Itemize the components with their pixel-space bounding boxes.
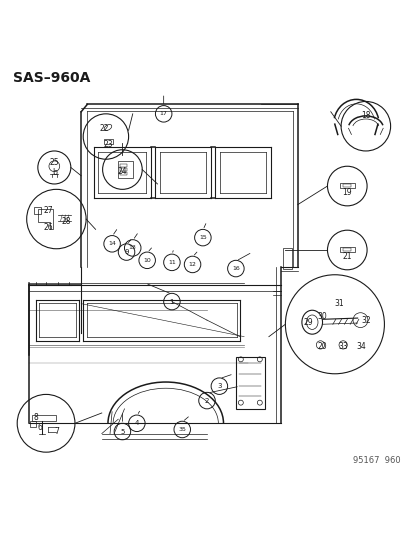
Text: 6: 6 <box>37 423 42 432</box>
Text: 18: 18 <box>360 111 370 120</box>
Text: 24: 24 <box>117 167 127 176</box>
Text: 8: 8 <box>33 413 38 422</box>
Text: 2: 2 <box>204 398 209 403</box>
Text: 16: 16 <box>231 266 239 271</box>
Text: 19: 19 <box>342 188 351 197</box>
Text: 23: 23 <box>103 140 112 149</box>
Text: 9: 9 <box>124 249 128 255</box>
Text: 29: 29 <box>303 318 312 327</box>
Text: 32: 32 <box>360 316 370 325</box>
Text: 7: 7 <box>54 427 59 436</box>
Text: 21: 21 <box>342 252 351 261</box>
Text: 30: 30 <box>317 311 327 320</box>
Text: 15: 15 <box>199 235 206 240</box>
Text: 31: 31 <box>333 299 343 308</box>
Text: 27: 27 <box>43 206 53 215</box>
Text: 5: 5 <box>120 429 124 434</box>
Text: 10: 10 <box>143 258 151 263</box>
Text: 3: 3 <box>216 383 221 389</box>
Text: 13: 13 <box>128 245 136 251</box>
Text: 26: 26 <box>43 223 53 232</box>
Text: 95167  960: 95167 960 <box>352 456 400 465</box>
Text: SAS–960A: SAS–960A <box>13 70 90 85</box>
Text: 25: 25 <box>50 158 59 167</box>
Text: 4: 4 <box>134 421 139 426</box>
Text: 11: 11 <box>168 260 176 265</box>
Text: 14: 14 <box>108 241 116 246</box>
Text: 12: 12 <box>188 262 196 267</box>
Text: 22: 22 <box>99 124 108 133</box>
Text: 34: 34 <box>356 343 366 351</box>
Text: 33: 33 <box>337 343 347 351</box>
Text: b: b <box>52 168 57 177</box>
Text: 1: 1 <box>169 298 174 304</box>
Text: 17: 17 <box>159 111 167 116</box>
Text: 35: 35 <box>178 427 186 432</box>
Text: 28: 28 <box>62 216 71 225</box>
Text: 20: 20 <box>317 343 327 351</box>
